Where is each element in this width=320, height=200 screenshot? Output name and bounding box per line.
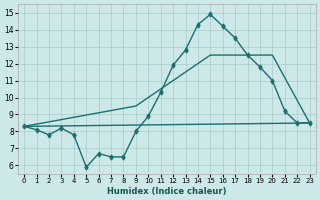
X-axis label: Humidex (Indice chaleur): Humidex (Indice chaleur): [107, 187, 227, 196]
